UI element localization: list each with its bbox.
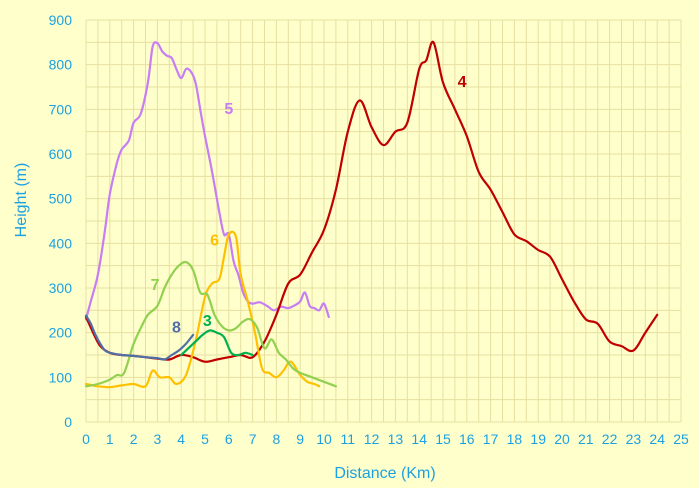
x-tick-label: 8 (273, 431, 281, 447)
x-tick-label: 25 (673, 431, 689, 447)
y-tick-label: 500 (49, 191, 73, 207)
y-tick-label: 100 (49, 369, 73, 385)
x-tick-label: 2 (130, 431, 138, 447)
y-tick-label: 400 (49, 235, 73, 251)
y-tick-label: 200 (49, 325, 73, 341)
x-tick-label: 4 (177, 431, 185, 447)
x-tick-label: 12 (364, 431, 380, 447)
x-axis-title: Distance (Km) (334, 465, 435, 482)
series-label-3: 3 (203, 313, 212, 330)
series-label-4: 4 (458, 74, 467, 91)
x-tick-label: 11 (341, 431, 356, 447)
y-tick-label: 700 (49, 101, 73, 117)
series-label-8: 8 (172, 320, 181, 337)
x-tick-label: 21 (578, 431, 594, 447)
x-tick-label: 7 (249, 431, 257, 447)
x-axis-ticks: 0 1 2 3 4 5 6 7 8 9 10 11 12 13 14 15 16 17 18 19 20 21 22 23 24… (82, 431, 689, 447)
y-tick-label: 300 (49, 280, 73, 296)
series-line-6 (84, 230, 321, 389)
x-tick-label: 15 (435, 431, 451, 447)
x-tick-label: 22 (602, 431, 618, 447)
series-lines (84, 40, 659, 389)
x-tick-label: 10 (316, 431, 332, 447)
y-tick-label: 0 (64, 414, 72, 430)
x-tick-label: 18 (507, 431, 523, 447)
x-tick-label: 16 (459, 431, 475, 447)
x-tick-label: 17 (483, 431, 499, 447)
series-line-5 (84, 41, 330, 321)
x-tick-label: 23 (626, 431, 642, 447)
y-axis-ticks: 0 100 200 300 400 500 600 700 800 900 (49, 12, 73, 430)
y-axis-title: Height (m) (13, 163, 30, 238)
y-tick-label: 600 (49, 146, 73, 162)
x-tick-label: 5 (201, 431, 209, 447)
series-line-3 (180, 329, 254, 357)
x-tick-label: 14 (411, 431, 427, 447)
x-tick-label: 6 (225, 431, 233, 447)
x-tick-label: 24 (649, 431, 665, 447)
series-labels: 5 4 6 7 3 8 (151, 74, 467, 337)
x-tick-label: 0 (82, 431, 90, 447)
series-line-7 (84, 260, 337, 388)
x-tick-label: 19 (530, 431, 546, 447)
series-label-5: 5 (224, 101, 233, 118)
y-tick-label: 900 (49, 12, 73, 28)
x-tick-label: 3 (154, 431, 162, 447)
x-tick-label: 1 (106, 431, 114, 447)
series-line-4 (84, 40, 659, 363)
y-tick-label: 800 (49, 57, 73, 73)
series-line-8 (84, 314, 195, 361)
x-tick-label: 20 (554, 431, 570, 447)
series-label-7: 7 (151, 277, 160, 294)
series-label-6: 6 (210, 233, 219, 250)
x-tick-label: 13 (388, 431, 404, 447)
x-tick-label: 9 (296, 431, 304, 447)
